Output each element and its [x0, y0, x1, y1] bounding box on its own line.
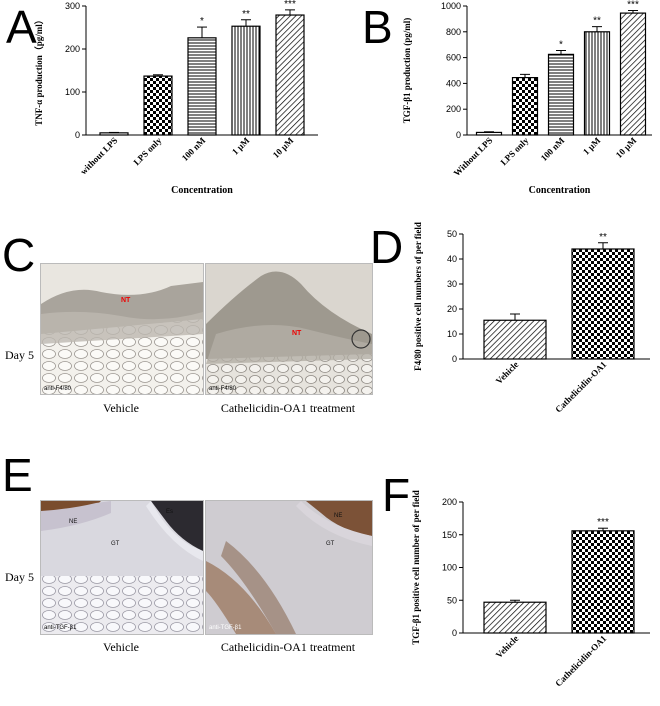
significance-mark: *** — [627, 0, 639, 11]
y-axis-label: TGF-β1 positive cell number of per field — [411, 490, 421, 644]
micrograph-mark: NT — [292, 330, 302, 337]
significance-mark: *** — [284, 0, 296, 10]
bar — [187, 37, 217, 136]
category-label: Vehicle — [494, 633, 521, 660]
category-label: Cathelicidin-OA1 — [553, 633, 609, 689]
chart-f: 0 50 100 150 200 TGF-β1 positive cell number … — [411, 490, 650, 689]
micrograph-e-treatment: NE GT anti-TGF-β1 — [205, 500, 373, 635]
y-tick-label: 600 — [446, 53, 461, 63]
y-tick-label: 50 — [447, 595, 457, 605]
category-label: 1 μM — [581, 135, 603, 157]
day-label-e: Day 5 — [5, 570, 34, 584]
y-tick-label: 100 — [65, 87, 80, 97]
significance-mark: ** — [242, 9, 250, 20]
y-axis-label: TGF-β1 production (pg/ml) — [402, 18, 412, 124]
micrograph-mark: NE — [69, 519, 78, 525]
y-tick-label: 150 — [442, 530, 457, 540]
category-label: Without LPS — [452, 135, 495, 178]
y-tick-label: 40 — [447, 254, 457, 264]
y-tick-label: 0 — [456, 130, 461, 140]
y-axis-label: F4/80 positive cell numbers of per field — [413, 222, 423, 371]
x-axis-label: Concentration — [171, 185, 233, 196]
bar — [571, 248, 635, 360]
bar — [143, 75, 173, 136]
micrograph-mark: Es — [166, 509, 174, 515]
y-tick-label: 20 — [447, 304, 457, 314]
bar — [619, 12, 647, 136]
chart-d: 0 10 20 30 40 50 F4/80 positive cell numbers o… — [413, 222, 650, 415]
micrograph-c-treatment: NT anti-F4/80 — [205, 263, 373, 395]
panel-letter-d: D — [370, 221, 404, 273]
caption-c-treatment: Cathelicidin-OA1 treatment — [220, 401, 356, 415]
y-tick-label: 30 — [447, 279, 457, 289]
micrograph-mark: GT — [111, 541, 120, 547]
category-label: 1 μM — [230, 135, 252, 157]
y-tick-label: 10 — [447, 329, 457, 339]
significance-mark: ** — [599, 232, 607, 243]
chart-b: 0 200 400 600 800 1000 TGF-β1 production (pg/m… — [402, 0, 652, 196]
significance-mark: * — [559, 40, 563, 51]
y-tick-label: 200 — [442, 497, 457, 507]
bar — [547, 53, 575, 136]
bar — [275, 14, 305, 136]
caption-c-vehicle: Vehicle — [103, 401, 139, 415]
panel-letter-e: E — [2, 449, 33, 501]
day-label-c: Day 5 — [5, 348, 34, 362]
y-tick-label: 200 — [446, 104, 461, 114]
panel-letter-b: B — [362, 1, 393, 53]
y-tick-label: 800 — [446, 27, 461, 37]
y-tick-label: 0 — [452, 354, 457, 364]
y-tick-label: 300 — [65, 1, 80, 11]
category-label: LPS only — [498, 135, 530, 167]
y-tick-label: 50 — [447, 229, 457, 239]
y-tick-label: 0 — [75, 130, 80, 140]
micrograph-mark: GT — [326, 541, 335, 547]
panel-letter-a: A — [6, 1, 37, 53]
bar — [483, 319, 547, 360]
x-axis-label: Concentration — [529, 185, 591, 196]
significance-mark: *** — [597, 517, 609, 528]
micrograph-e-vehicle: NE GT Es anti-TGF-β1 — [40, 500, 204, 635]
chart-a: 0 100 200 300 TNF-α production（pg/ml） without… — [34, 0, 318, 196]
caption-e-vehicle: Vehicle — [103, 640, 139, 654]
stain-label: anti-TGF-β1 — [44, 625, 77, 631]
bar — [571, 530, 635, 634]
bar — [475, 131, 503, 136]
stain-label: anti-F4/80 — [209, 386, 237, 392]
stain-label: anti-F4/80 — [44, 386, 72, 392]
category-label: 100 nM — [539, 135, 567, 163]
y-tick-label: 200 — [65, 44, 80, 54]
y-axis-label: TNF-α production（pg/ml） — [34, 15, 44, 126]
significance-mark: * — [200, 16, 204, 27]
y-tick-label: 1000 — [441, 1, 461, 11]
category-label: Cathelicidin-OA1 — [553, 359, 609, 415]
micrograph-c-vehicle: NT anti-F4/80 — [40, 263, 204, 395]
bar — [99, 132, 129, 136]
bar — [483, 601, 547, 634]
micrograph-mark: NE — [334, 513, 343, 519]
y-tick-label: 100 — [442, 563, 457, 573]
significance-mark: ** — [593, 16, 601, 27]
bar — [583, 31, 611, 136]
caption-e-treatment: Cathelicidin-OA1 treatment — [220, 640, 356, 654]
bar — [511, 76, 539, 136]
micrograph-mark: NT — [121, 297, 131, 304]
category-label: LPS only — [131, 135, 163, 167]
category-label: Vehicle — [494, 359, 521, 386]
y-tick-label: 400 — [446, 78, 461, 88]
category-label: 10 μM — [614, 135, 639, 160]
stain-label: anti-TGF-β1 — [209, 625, 242, 631]
panel-letter-c: C — [2, 229, 36, 281]
category-label: 100 nM — [180, 135, 208, 163]
category-label: 10 μM — [271, 135, 296, 160]
panel-letter-f: F — [382, 469, 411, 521]
bar — [231, 25, 261, 136]
y-tick-label: 0 — [452, 628, 457, 638]
category-label: without LPS — [78, 135, 119, 176]
